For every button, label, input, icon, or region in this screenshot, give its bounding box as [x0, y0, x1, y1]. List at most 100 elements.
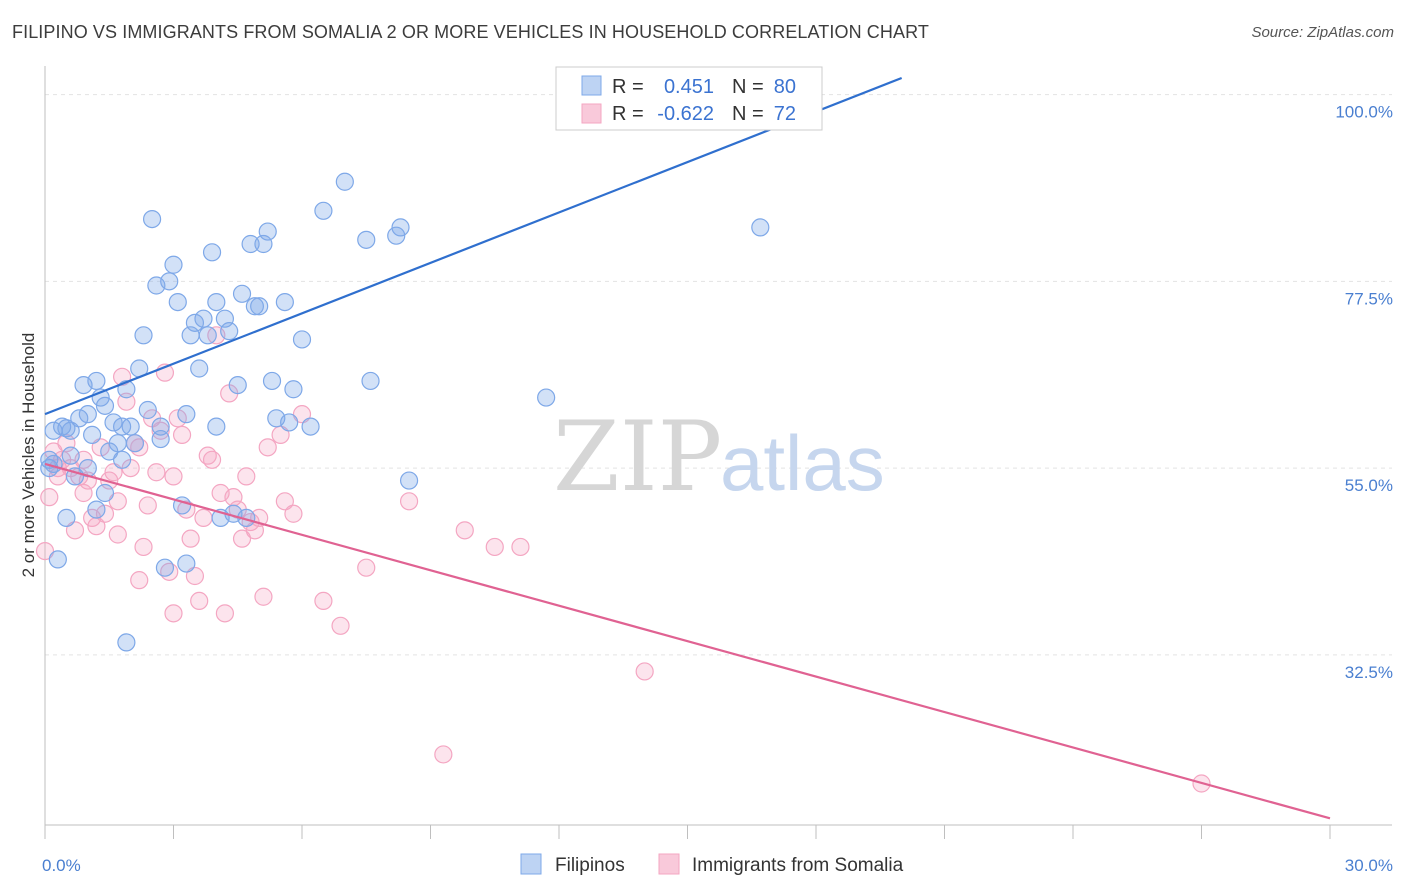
- somalia-point-1: [40, 488, 59, 507]
- legend-r-label-1: R =: [612, 76, 644, 98]
- y-tick-labels: 100.0% 77.5% 55.0% 32.5%: [1335, 103, 1393, 682]
- somalia-point-54: [275, 492, 294, 511]
- filipino-point-18: [104, 413, 123, 432]
- legend-n-value-2: 72: [774, 103, 796, 125]
- filipino-point-22: [95, 483, 115, 503]
- series-legend-swatch-filipinos: [520, 853, 542, 875]
- y-tick-label-3: 32.5%: [1345, 663, 1393, 682]
- filipino-point-33: [155, 558, 175, 577]
- legend-r-label-2: R =: [612, 103, 644, 125]
- source-label: Source: ZipAtlas.com: [1251, 24, 1394, 41]
- filipino-point-54: [245, 297, 264, 316]
- filipino-point-48: [220, 322, 239, 341]
- filipino-points: [40, 172, 770, 652]
- somalia-point-19: [117, 392, 136, 411]
- filipino-point-32: [151, 429, 170, 449]
- filipino-point-69: [387, 226, 406, 245]
- filipino-point-60: [275, 293, 294, 312]
- somalia-trend-line: [44, 462, 1331, 820]
- filipino-point-73: [751, 218, 770, 237]
- filipino-point-68: [361, 371, 380, 391]
- filipino-point-28: [134, 326, 153, 345]
- filipino-point-58: [262, 371, 282, 391]
- somalia-point-65: [635, 662, 654, 681]
- legend-n-value-1: 80: [774, 76, 796, 98]
- filipino-trend-line: [44, 76, 903, 416]
- somalia-point-35: [185, 566, 205, 586]
- somalia-point-53: [271, 425, 290, 444]
- filipino-point-36: [168, 293, 187, 312]
- legend-n-label-1: N =: [732, 76, 764, 98]
- filipino-point-74: [177, 405, 196, 424]
- somalia-point-61: [434, 745, 453, 764]
- grid-lines: [45, 94, 1392, 656]
- filipino-point-51: [232, 284, 252, 303]
- somalia-point-26: [147, 463, 166, 482]
- somalia-point-70: [130, 571, 149, 590]
- somalia-point-56: [292, 405, 312, 424]
- filipino-point-30: [142, 210, 162, 229]
- filipino-point-41: [190, 359, 209, 378]
- watermark-atlas: atlas: [720, 419, 885, 507]
- filipino-point-25: [121, 417, 140, 436]
- somalia-points: [35, 326, 1211, 793]
- filipino-point-38: [177, 554, 196, 573]
- filipino-point-2: [40, 459, 59, 478]
- somalia-point-23: [134, 537, 153, 557]
- filipino-point-13: [83, 425, 102, 444]
- somalia-point-30: [164, 467, 183, 486]
- x-tick-label-1: 30.0%: [1345, 856, 1393, 875]
- somalia-point-52: [258, 438, 277, 457]
- stats-legend: R = 0.451 N = 80 R = -0.622 N = 72: [555, 66, 823, 131]
- somalia-point-39: [202, 450, 222, 469]
- filipino-point-26: [125, 434, 145, 453]
- series-legend-filipinos: Filipinos: [555, 855, 625, 876]
- filipino-point-71: [399, 471, 419, 490]
- filipino-point-34: [160, 272, 179, 291]
- somalia-point-0: [35, 541, 55, 561]
- somalia-point-62: [455, 521, 474, 540]
- somalia-point-32: [172, 425, 192, 444]
- filipino-point-40: [185, 313, 205, 332]
- somalia-point-34: [181, 529, 200, 548]
- y-tick-label-2: 55.0%: [1345, 476, 1393, 495]
- somalia-point-58: [331, 616, 350, 635]
- filipino-point-43: [198, 326, 217, 345]
- filipino-point-35: [164, 255, 183, 274]
- filipino-point-61: [284, 380, 303, 399]
- filipino-point-12: [78, 405, 97, 424]
- filipino-point-67: [357, 230, 376, 249]
- filipino-point-50: [228, 376, 247, 395]
- y-tick-label-1: 77.5%: [1345, 289, 1393, 308]
- filipino-point-44: [202, 243, 222, 262]
- somalia-point-14: [95, 504, 115, 523]
- filipino-point-64: [314, 201, 333, 220]
- somalia-point-17: [108, 492, 127, 511]
- axes: [44, 66, 1392, 839]
- filipino-point-78: [151, 417, 170, 436]
- somalia-point-13: [91, 438, 110, 457]
- filipino-point-79: [112, 450, 132, 469]
- y-axis-label: 2 or more Vehicles in Household: [19, 333, 38, 578]
- filipino-point-65: [335, 172, 354, 191]
- x-tick-labels: 0.0% 30.0%: [42, 856, 1393, 875]
- filipino-point-3: [48, 550, 67, 569]
- filipino-point-8: [61, 446, 80, 465]
- watermark-zip: ZIP: [553, 401, 722, 513]
- legend-r-value-2: -0.622: [657, 103, 714, 125]
- filipino-point-10: [70, 409, 89, 428]
- trend-lines: [44, 76, 1331, 820]
- filipino-point-55: [250, 297, 269, 316]
- legend-swatch-blue: [581, 75, 602, 96]
- somalia-point-51: [254, 587, 273, 606]
- somalia-point-37: [194, 508, 213, 528]
- somalia-point-42: [215, 604, 234, 623]
- filipino-point-63: [280, 413, 299, 432]
- somalia-point-36: [190, 591, 209, 611]
- series-legend: Filipinos Immigrants from Somalia: [520, 853, 904, 876]
- legend-n-label-2: N =: [732, 103, 764, 125]
- somalia-point-59: [357, 558, 376, 577]
- filipino-point-57: [258, 222, 277, 241]
- somalia-point-16: [104, 463, 123, 482]
